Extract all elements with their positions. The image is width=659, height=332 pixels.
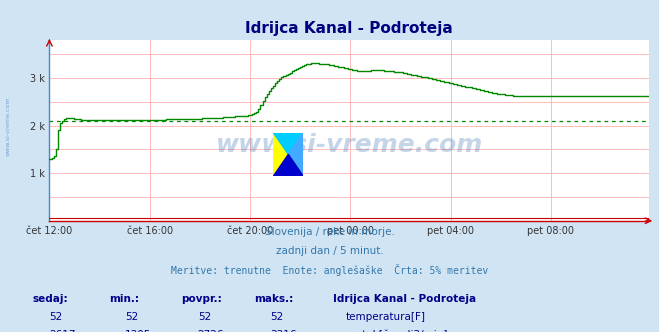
Text: 3316: 3316 (270, 330, 297, 332)
Text: povpr.:: povpr.: (181, 294, 222, 304)
Text: Meritve: trenutne  Enote: anglešaške  Črta: 5% meritev: Meritve: trenutne Enote: anglešaške Črta… (171, 264, 488, 276)
Polygon shape (273, 133, 289, 176)
Text: 52: 52 (49, 312, 63, 322)
Text: min.:: min.: (109, 294, 139, 304)
Polygon shape (289, 133, 303, 176)
Text: sedaj:: sedaj: (33, 294, 69, 304)
Polygon shape (273, 154, 303, 176)
Text: 2617: 2617 (49, 330, 76, 332)
Text: 2726: 2726 (198, 330, 224, 332)
Text: temperatura[F]: temperatura[F] (345, 312, 425, 322)
Text: 1305: 1305 (125, 330, 152, 332)
Text: www.si-vreme.com: www.si-vreme.com (215, 133, 483, 157)
Text: 52: 52 (125, 312, 138, 322)
Text: Slovenija / reke in morje.: Slovenija / reke in morje. (264, 227, 395, 237)
Text: 52: 52 (198, 312, 211, 322)
Text: 52: 52 (270, 312, 283, 322)
Title: Idrijca Kanal - Podroteja: Idrijca Kanal - Podroteja (245, 21, 453, 36)
Polygon shape (273, 133, 303, 154)
Text: pretok[čevelj3/min]: pretok[čevelj3/min] (345, 330, 448, 332)
Text: maks.:: maks.: (254, 294, 293, 304)
Text: Idrijca Kanal - Podroteja: Idrijca Kanal - Podroteja (333, 294, 476, 304)
Text: www.si-vreme.com: www.si-vreme.com (6, 96, 11, 156)
Text: zadnji dan / 5 minut.: zadnji dan / 5 minut. (275, 246, 384, 256)
